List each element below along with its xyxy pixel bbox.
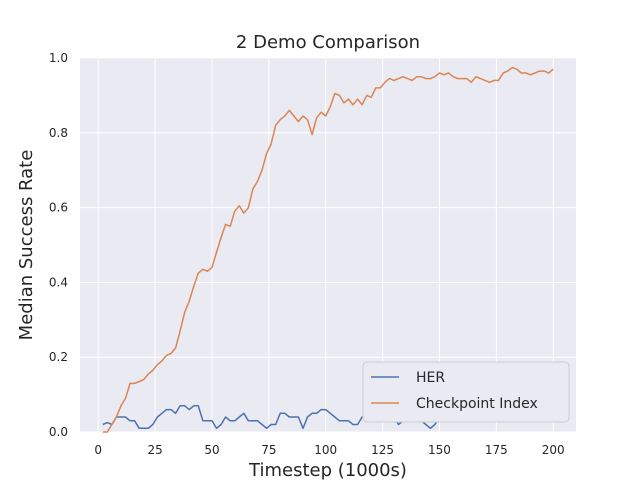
x-tick-label: 125 <box>371 443 394 457</box>
y-ticks: 0.0 0.2 0.4 0.6 0.8 1.0 <box>49 51 68 439</box>
y-tick-label: 0.4 <box>49 275 68 289</box>
chart-title: 2 Demo Comparison <box>236 32 420 53</box>
legend-box <box>362 361 570 423</box>
y-tick-label: 1.0 <box>49 51 68 65</box>
x-ticks: 0 25 50 75 100 125 150 175 200 <box>94 443 564 457</box>
y-tick-label: 0.6 <box>49 201 68 215</box>
y-axis-label: Median Success Rate <box>16 150 37 341</box>
x-tick-label: 200 <box>542 443 565 457</box>
x-tick-label: 50 <box>204 443 219 457</box>
x-axis-label: Timestep (1000s) <box>248 460 407 480</box>
y-tick-label: 0.2 <box>49 350 68 364</box>
grid <box>80 57 576 433</box>
x-tick-label: 0 <box>94 443 102 457</box>
series-line-checkpoint-index <box>102 66 554 433</box>
legend: HER Checkpoint Index <box>362 361 570 423</box>
legend-label-her: HER <box>416 370 445 386</box>
x-tick-label: 25 <box>147 443 162 457</box>
legend-label-checkpoint-index: Checkpoint Index <box>416 396 538 412</box>
y-tick-label: 0.8 <box>49 126 68 140</box>
x-tick-label: 150 <box>428 443 451 457</box>
x-tick-label: 75 <box>261 443 276 457</box>
x-tick-label: 100 <box>314 443 337 457</box>
x-tick-label: 175 <box>485 443 508 457</box>
y-tick-label: 0.0 <box>49 425 68 439</box>
